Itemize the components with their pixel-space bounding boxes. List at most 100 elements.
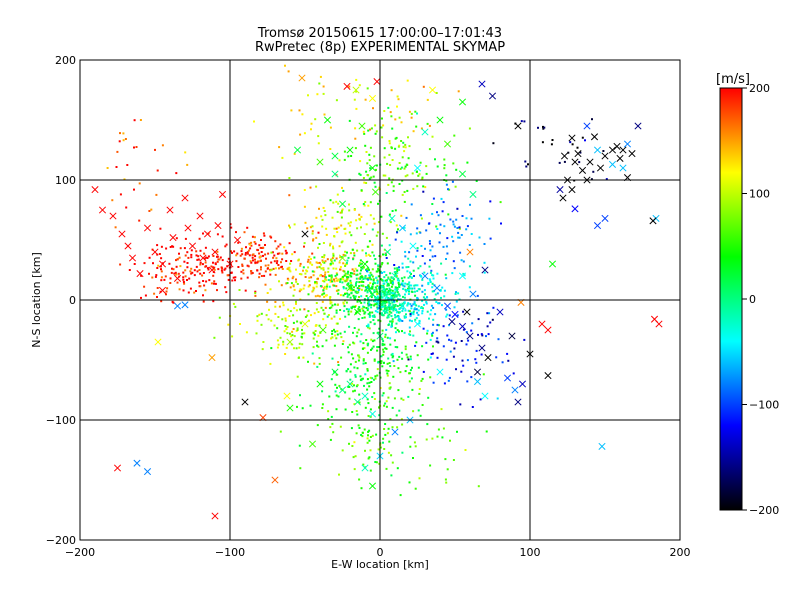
scatter-dot <box>421 312 424 315</box>
scatter-cross-marker <box>608 160 617 168</box>
scatter-dot <box>429 281 432 283</box>
scatter-dot <box>404 370 407 373</box>
scatter-dot <box>317 334 320 337</box>
scatter-dot <box>386 306 389 309</box>
scatter-dot <box>213 280 216 283</box>
scatter-dot <box>359 340 362 343</box>
scatter-dot <box>315 236 318 239</box>
scatter-dot <box>258 313 261 316</box>
scatter-dot <box>393 293 396 296</box>
scatter-dot <box>260 239 262 241</box>
scatter-dot <box>412 334 415 337</box>
scatter-dot <box>404 345 407 348</box>
scatter-dot <box>417 313 420 316</box>
scatter-dot <box>377 275 380 278</box>
scatter-dot <box>398 144 401 147</box>
scatter-dot <box>367 342 370 345</box>
scatter-dot <box>329 300 332 303</box>
scatter-dot <box>407 395 410 398</box>
scatter-dot <box>329 242 332 245</box>
scatter-dot <box>344 263 347 266</box>
colorbar <box>719 87 743 511</box>
scatter-dot <box>442 325 445 328</box>
scatter-dot <box>175 172 178 175</box>
scatter-dot <box>292 285 295 288</box>
scatter-dot <box>231 279 234 282</box>
scatter-dot <box>379 387 382 389</box>
scatter-dot <box>277 264 280 266</box>
scatter-cross-marker <box>571 158 579 166</box>
scatter-dot <box>423 271 426 274</box>
scatter-dot <box>452 162 455 165</box>
scatter-dot <box>232 276 235 279</box>
scatter-dot <box>390 89 393 92</box>
scatter-dot <box>382 348 385 351</box>
scatter-dot <box>282 340 285 343</box>
scatter-dot <box>466 359 469 362</box>
scatter-dot <box>254 292 257 295</box>
scatter-dot <box>445 245 448 248</box>
scatter-dot <box>406 304 409 307</box>
scatter-dot <box>361 267 364 270</box>
scatter-dot <box>429 259 431 262</box>
scatter-cross-marker <box>154 338 162 346</box>
scatter-dot <box>322 242 325 244</box>
scatter-dot <box>322 289 325 292</box>
scatter-dot <box>368 439 371 442</box>
scatter-dot <box>421 299 424 302</box>
scatter-dot <box>318 324 321 327</box>
scatter-dot <box>389 272 392 275</box>
scatter-dot <box>377 264 380 267</box>
scatter-dot <box>396 291 399 294</box>
scatter-dot <box>445 308 448 311</box>
scatter-dot <box>226 274 229 277</box>
scatter-dot <box>404 146 407 149</box>
scatter-dot <box>238 289 241 291</box>
scatter-cross-marker <box>428 86 437 94</box>
scatter-dot <box>324 260 327 263</box>
scatter-dot <box>278 252 281 255</box>
scatter-dot <box>259 255 262 258</box>
scatter-dot <box>367 301 370 304</box>
scatter-dot <box>333 235 336 238</box>
scatter-dot <box>394 271 397 274</box>
scatter-dot <box>437 341 440 344</box>
scatter-dot <box>216 255 218 258</box>
scatter-dot <box>259 246 262 249</box>
scatter-dot <box>462 310 465 313</box>
scatter-dot <box>307 310 310 313</box>
scatter-cross-marker <box>421 272 429 280</box>
scatter-dot <box>373 304 376 307</box>
scatter-dot <box>287 267 290 270</box>
scatter-dot <box>468 265 471 268</box>
scatter-dot <box>428 148 431 151</box>
scatter-dot <box>317 142 320 145</box>
scatter-dot <box>381 232 384 235</box>
scatter-dot <box>401 320 404 322</box>
scatter-dot <box>430 333 433 335</box>
scatter-dot <box>385 328 388 331</box>
scatter-dot <box>393 339 396 342</box>
scatter-dot <box>202 300 205 303</box>
scatter-dot <box>329 296 332 298</box>
scatter-dot <box>411 388 414 391</box>
scatter-dot <box>478 236 481 239</box>
scatter-dot <box>444 273 447 276</box>
scatter-dot <box>426 296 428 299</box>
scatter-dot <box>347 293 350 296</box>
scatter-dot <box>182 289 185 292</box>
scatter-dot <box>374 461 377 463</box>
scatter-dot <box>278 267 280 270</box>
scatter-dot <box>419 414 422 417</box>
plot-frame <box>79 59 681 541</box>
scatter-dot <box>214 263 217 266</box>
scatter-dot <box>415 317 418 320</box>
scatter-dot <box>316 340 318 343</box>
scatter-dot <box>401 279 404 282</box>
scatter-dot <box>401 310 404 312</box>
scatter-dot <box>465 343 468 346</box>
scatter-cross-marker <box>560 152 569 160</box>
scatter-cross-marker <box>368 164 377 172</box>
scatter-dot <box>372 345 375 348</box>
scatter-cross-marker <box>173 302 182 310</box>
